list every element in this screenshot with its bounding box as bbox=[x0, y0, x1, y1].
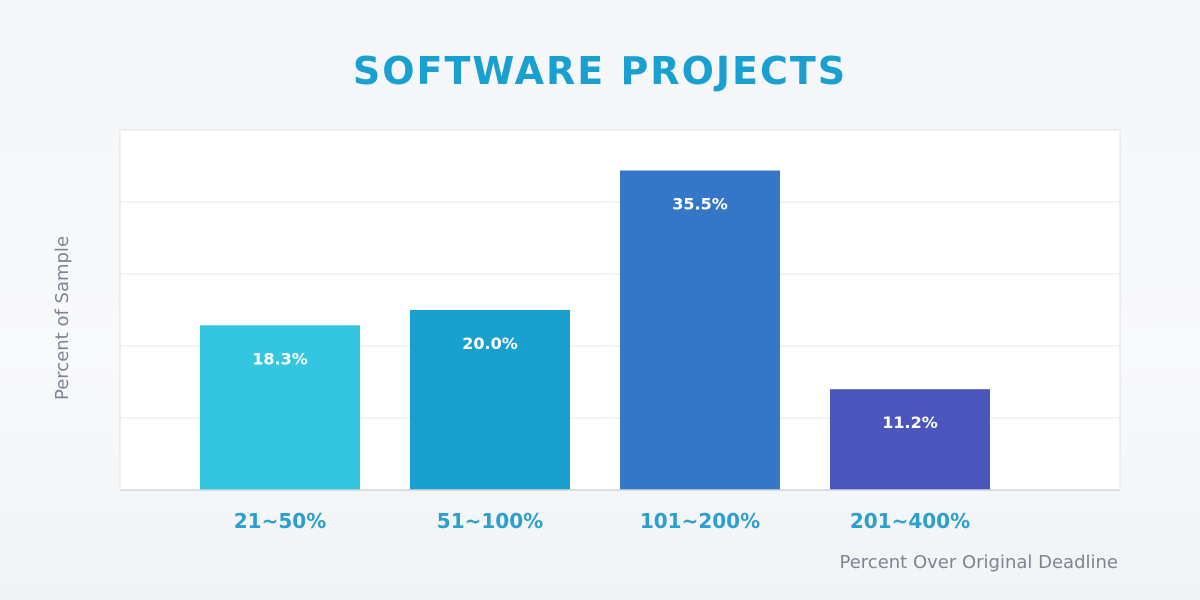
bar-data-label: 20.0% bbox=[462, 334, 518, 353]
x-tick-label: 101~200% bbox=[640, 509, 760, 533]
bar-data-label: 18.3% bbox=[252, 349, 308, 368]
bar-data-label: 35.5% bbox=[672, 195, 728, 214]
bar-data-label: 11.2% bbox=[882, 413, 938, 432]
x-tick-label: 51~100% bbox=[437, 509, 543, 533]
y-axis-label: Percent of Sample bbox=[52, 236, 73, 400]
bar bbox=[830, 389, 990, 490]
bar bbox=[410, 310, 570, 490]
x-axis-label: Percent Over Original Deadline bbox=[840, 552, 1119, 573]
bar bbox=[200, 325, 360, 490]
bars-group bbox=[200, 170, 990, 490]
x-tick-labels-group: 21~50% 51~100% 101~200% 201~400% bbox=[234, 509, 970, 533]
data-labels-group: 18.3% 20.0% 35.5% 11.2% bbox=[252, 195, 938, 433]
bar bbox=[620, 170, 780, 490]
x-tick-label: 21~50% bbox=[234, 509, 326, 533]
chart-title: SOFTWARE PROJECTS bbox=[353, 49, 847, 93]
x-tick-label: 201~400% bbox=[850, 509, 970, 533]
